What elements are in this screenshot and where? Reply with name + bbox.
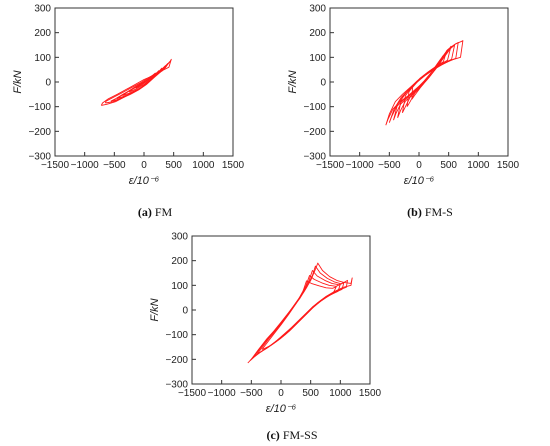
hysteresis-loop-7: [411, 61, 440, 100]
x-tick-label: 1000: [467, 160, 490, 171]
series-group: [100, 58, 172, 106]
x-tick-label: −1500: [178, 388, 207, 399]
y-tick-label: 0: [182, 306, 188, 317]
x-tick-label: 500: [165, 160, 182, 171]
y-tick-label: −300: [28, 152, 51, 163]
y-tick-label: −200: [303, 127, 326, 138]
y-tick-label: −100: [28, 102, 51, 113]
hysteresis-loop-2: [104, 61, 170, 104]
plot-frame: [191, 235, 371, 385]
y-tick-label: −100: [303, 102, 326, 113]
x-tick-label: −500: [103, 160, 126, 171]
y-tick-label: −100: [165, 330, 188, 341]
hysteresis-loop-5: [261, 280, 337, 350]
x-tick-label: 1000: [192, 160, 215, 171]
y-tick-label: 0: [45, 78, 51, 89]
x-tick-label: −500: [378, 160, 401, 171]
x-tick-label: 500: [302, 388, 319, 399]
y-tick-label: 300: [171, 232, 188, 243]
x-tick-label: −1000: [71, 160, 100, 171]
x-tick-label: 0: [141, 160, 147, 171]
y-tick-label: −300: [303, 152, 326, 163]
chart-b-svg: −1500 −1000 −500 0 500 1000 15003002001000−100…: [287, 4, 520, 188]
plot-frame: [329, 7, 509, 157]
x-tick-label: 0: [278, 388, 284, 399]
x-tick-label: −1500: [41, 160, 70, 171]
chart-panel-c: −1500 −1000 −500 0 500 1000 1500 300 200 100 0 −100…: [137, 228, 412, 423]
y-tick-label: 100: [171, 281, 188, 292]
x-tick-label: 0: [416, 160, 422, 171]
chart-a-svg: −1500 −1000 −500 0 500 1000 15003002001000−100…: [12, 4, 245, 188]
y-tick-label: 0: [320, 78, 326, 89]
hysteresis-loop-7: [135, 72, 156, 89]
hysteresis-loop-4: [256, 275, 341, 355]
y-tick-label: 300: [34, 4, 51, 15]
chart-panel-b: −1500 −1000 −500 0 500 1000 1500 300 200 100 0 −100…: [275, 0, 550, 195]
y-tick-label: 100: [34, 53, 51, 64]
x-axis-label: ε/10⁻⁶: [129, 175, 160, 187]
chart-panel-a: −1500 −1000 −500 0 500 1000 1500 300 200 100 0 −100…: [0, 0, 275, 195]
series-group: [385, 40, 464, 126]
x-tick-label: −1000: [346, 160, 375, 171]
x-tick-label: 1500: [359, 388, 382, 399]
caption-c-letter: (c): [266, 428, 280, 442]
y-tick-label: 200: [34, 28, 51, 39]
y-axis-label: F/kN: [287, 70, 299, 93]
x-tick-label: 1000: [329, 388, 352, 399]
chart-c-svg: −1500 −1000 −500 0 500 1000 15003002001000−100…: [149, 232, 382, 416]
x-tick-label: −1500: [316, 160, 345, 171]
caption-b: (b) FM-S: [315, 205, 545, 220]
y-axis-label: F/kN: [12, 70, 24, 93]
caption-a: (a) FM: [40, 205, 270, 220]
y-axis-label: F/kN: [149, 298, 161, 321]
y-tick-label: −200: [165, 355, 188, 366]
y-tick-label: −300: [165, 380, 188, 391]
x-tick-label: 500: [440, 160, 457, 171]
y-tick-label: 100: [309, 53, 326, 64]
x-axis-label: ε/10⁻⁶: [404, 175, 435, 187]
hysteresis-loop-1: [385, 40, 464, 126]
caption-c-text: FM-SS: [279, 428, 318, 442]
y-tick-label: 300: [309, 4, 326, 15]
caption-a-letter: (a): [137, 205, 152, 219]
y-tick-label: −200: [28, 127, 51, 138]
caption-b-letter: (b): [407, 205, 422, 219]
x-tick-label: 1500: [222, 160, 245, 171]
series-group: [247, 262, 353, 364]
x-tick-label: 1500: [497, 160, 520, 171]
caption-a-text: FM: [151, 205, 173, 219]
hysteresis-loop-3: [252, 270, 345, 358]
x-tick-label: −1000: [208, 388, 237, 399]
y-tick-label: 200: [309, 28, 326, 39]
caption-c: (c) FM-SS: [177, 428, 407, 443]
x-axis-label: ε/10⁻⁶: [266, 403, 297, 415]
x-tick-label: −500: [240, 388, 263, 399]
y-tick-label: 200: [171, 256, 188, 267]
caption-b-text: FM-S: [421, 205, 453, 219]
